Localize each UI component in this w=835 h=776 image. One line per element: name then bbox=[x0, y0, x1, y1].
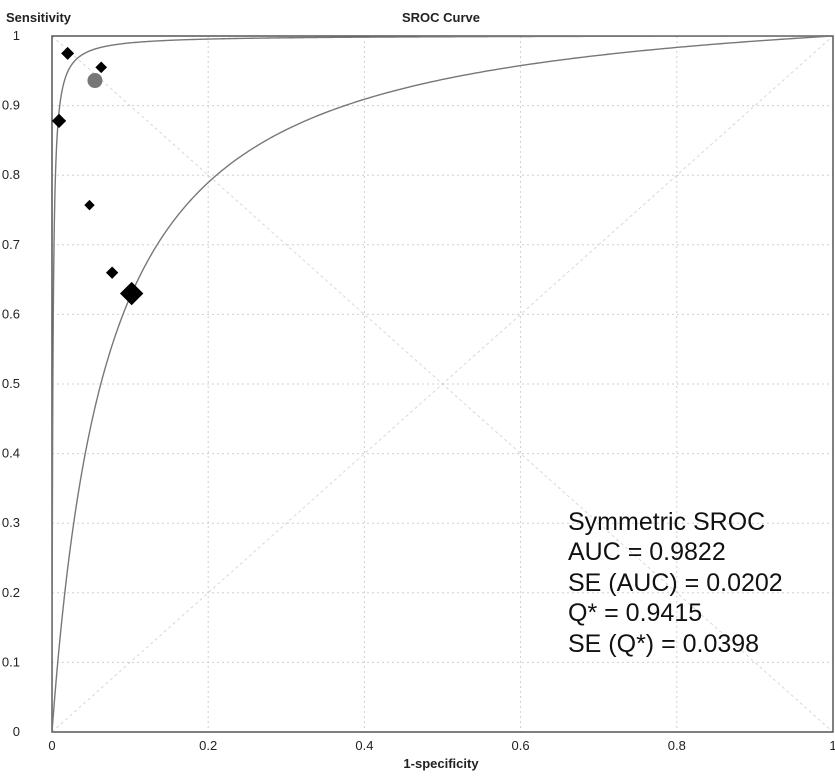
y-tick-label-6: 0.6 bbox=[2, 306, 20, 321]
plot-frame bbox=[51, 35, 834, 733]
x-tick-label-2: 0.4 bbox=[355, 738, 373, 753]
stats-line-3: SE (AUC) = 0.0202 bbox=[568, 569, 783, 597]
study-point-1 bbox=[95, 61, 108, 74]
study-point-5 bbox=[119, 281, 144, 306]
y-tick-labels: 0 0.1 0.2 0.3 0.4 0.5 0.6 0.7 0.8 0.9 1 bbox=[2, 28, 20, 739]
study-points bbox=[51, 46, 144, 306]
grid-lines bbox=[52, 36, 833, 732]
reference-diagonals bbox=[51, 35, 834, 733]
sroc-curves bbox=[51, 35, 834, 733]
sroc-curve-1 bbox=[51, 35, 834, 733]
x-tick-label-0: 0 bbox=[48, 738, 55, 753]
y-tick-label-5: 0.5 bbox=[2, 376, 20, 391]
x-axis-label: 1-specificity bbox=[403, 756, 479, 771]
sroc-stats-box: Symmetric SROC AUC = 0.9822 SE (AUC) = 0… bbox=[568, 508, 783, 658]
stats-line-2: AUC = 0.9822 bbox=[568, 538, 726, 566]
y-tick-label-1: 0.1 bbox=[2, 654, 20, 669]
y-tick-label-3: 0.3 bbox=[2, 515, 20, 530]
y-tick-label-0: 0 bbox=[13, 724, 20, 739]
x-tick-labels: 0 0.2 0.4 0.6 0.8 1 bbox=[48, 738, 835, 753]
x-tick-label-5: 1 bbox=[829, 738, 835, 753]
stats-line-4: Q* = 0.9415 bbox=[568, 599, 702, 627]
y-tick-label-7: 0.7 bbox=[2, 237, 20, 252]
sroc-curve-0 bbox=[51, 35, 834, 732]
x-tick-label-4: 0.8 bbox=[668, 738, 686, 753]
y-tick-label-8: 0.8 bbox=[2, 167, 20, 182]
study-point-0 bbox=[61, 46, 75, 60]
y-tick-label-4: 0.4 bbox=[2, 446, 20, 461]
q-star-diagonal bbox=[51, 35, 834, 733]
y-tick-label-10: 1 bbox=[13, 28, 20, 43]
x-tick-label-3: 0.6 bbox=[512, 738, 530, 753]
study-point-3 bbox=[84, 199, 95, 211]
y-tick-label-9: 0.9 bbox=[2, 98, 20, 113]
chart-title: SROC Curve bbox=[402, 10, 480, 25]
y-tick-label-2: 0.2 bbox=[2, 585, 20, 600]
stats-line-5: SE (Q*) = 0.0398 bbox=[568, 630, 759, 658]
study-point-4 bbox=[105, 266, 119, 279]
study-point-2 bbox=[51, 113, 67, 129]
q-star-point bbox=[87, 73, 103, 89]
x-tick-label-1: 0.2 bbox=[199, 738, 217, 753]
y-axis-label: Sensitivity bbox=[6, 10, 72, 25]
stats-line-1: Symmetric SROC bbox=[568, 508, 765, 536]
